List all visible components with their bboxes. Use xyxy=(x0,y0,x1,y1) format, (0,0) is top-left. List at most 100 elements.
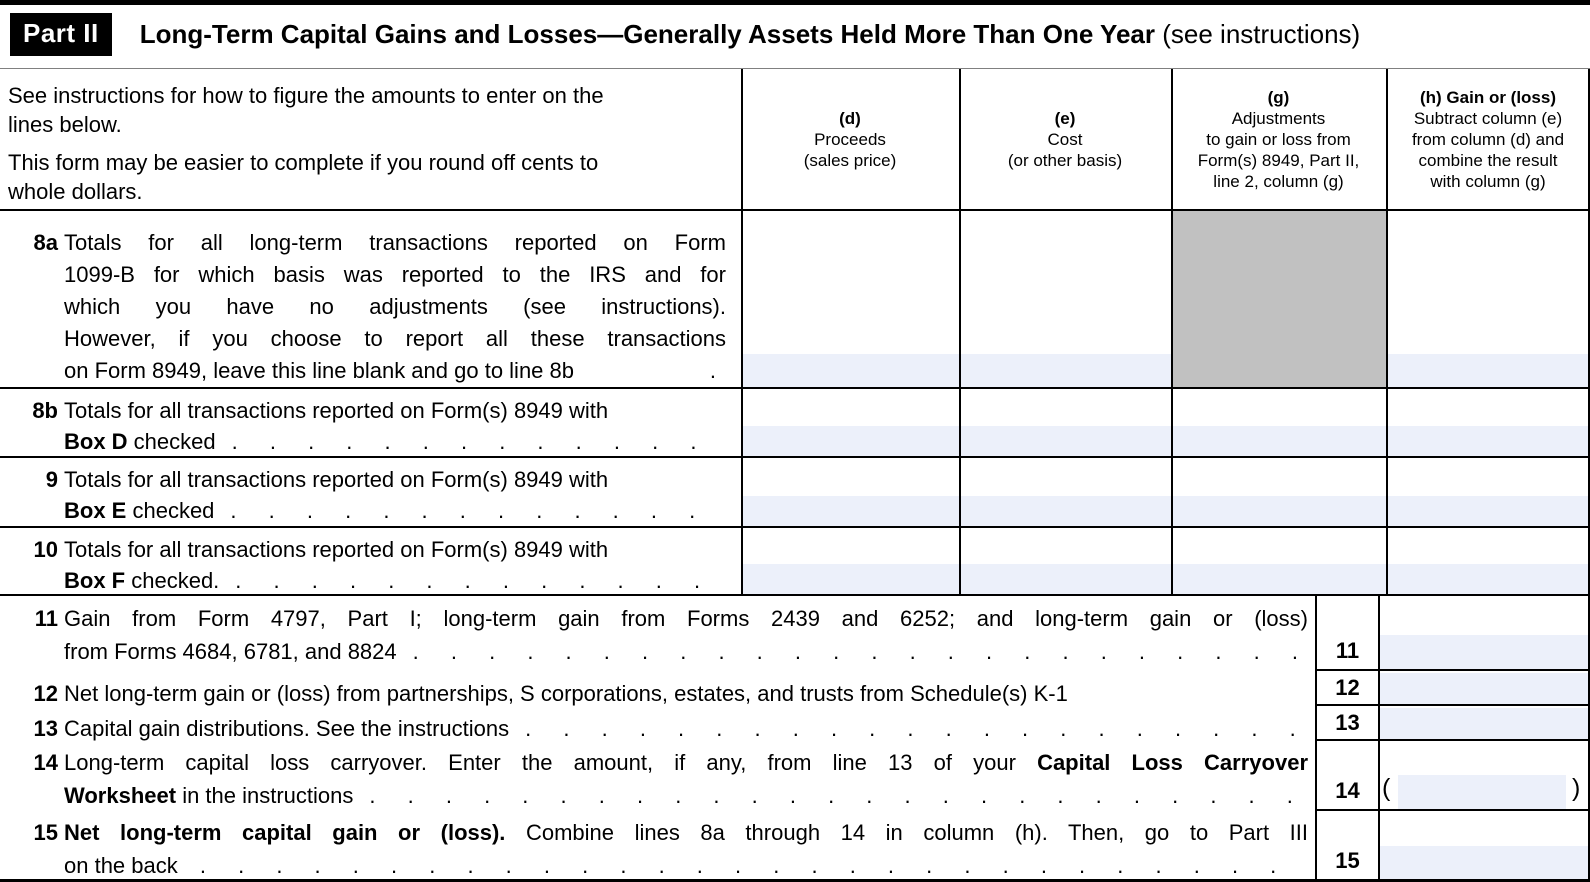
line-8a-text: which you have no adjustments (see instr… xyxy=(64,294,726,319)
line-13-amount-input[interactable] xyxy=(1380,708,1588,741)
line-12-text: Net long-term gain or (loss) from partne… xyxy=(64,681,1068,706)
line-8a-proceeds-input[interactable] xyxy=(743,354,959,389)
grid-line xyxy=(0,387,1590,389)
line-8b-proceeds-input[interactable] xyxy=(743,426,959,458)
line-8b-cost-input[interactable] xyxy=(961,426,1171,458)
line-12-number: 12 xyxy=(33,681,58,706)
line-9-text: Box E checked xyxy=(64,498,215,523)
grid-line xyxy=(1588,69,1590,882)
line-14-open-paren: ( xyxy=(1382,774,1391,802)
column-header-d-line: (sales price) xyxy=(803,150,897,170)
line-8b-description: 8b Totals for all transactions reported … xyxy=(0,389,741,458)
column-header-h-line: from column (d) and xyxy=(1411,129,1565,149)
line-10-gain-input[interactable] xyxy=(1388,564,1588,596)
line-10-cost-input[interactable] xyxy=(961,564,1171,596)
line-8a-text: 1099-B for which basis was reported to t… xyxy=(64,262,726,287)
column-header-d-line: Proceeds xyxy=(814,129,886,149)
line-15-number: 15 xyxy=(33,820,58,845)
line-9-adjustments-input[interactable] xyxy=(1173,496,1386,528)
line-11-number: 11 xyxy=(34,606,58,631)
column-header-e-line: Cost xyxy=(1047,129,1083,149)
line-9-proceeds-input[interactable] xyxy=(743,496,959,528)
column-header-e-tag: (e) xyxy=(1054,108,1076,128)
line-9-text: Totals for all transactions reported on … xyxy=(64,467,609,492)
column-header-e-line: (or other basis) xyxy=(1007,150,1123,170)
grid-line xyxy=(1315,594,1317,882)
line-14-text: Long-term capital loss carryover. Enter … xyxy=(64,750,1308,775)
line-12-amount-input[interactable] xyxy=(1380,673,1588,706)
grid-line xyxy=(1315,704,1590,706)
line-10-proceeds-input[interactable] xyxy=(743,564,959,596)
line-15-text: Net long-term capital gain or (loss). Co… xyxy=(64,820,1309,845)
line-11-number-box: 11 xyxy=(1335,638,1360,663)
line-11-text: Gain from Form 4797, Part I; long-term g… xyxy=(64,606,1308,631)
grid-line xyxy=(959,69,961,596)
grid-line xyxy=(1315,739,1590,741)
line-9-description: 9 Totals for all transactions reported o… xyxy=(0,458,741,528)
table-intro-text: See instructions for how to figure the a… xyxy=(8,81,734,206)
line-10-description: 10 Totals for all transactions reported … xyxy=(0,528,741,596)
line-8b-adjustments-input[interactable] xyxy=(1173,426,1386,458)
part-ii-header: Part II Long-Term Capital Gains and Loss… xyxy=(10,11,1360,57)
dot-leader: . . . . . . . . . . . . . . . . xyxy=(231,429,726,454)
line-9-number: 9 xyxy=(45,467,58,492)
line-14-close-paren: ) xyxy=(1572,774,1581,802)
line-11-text: from Forms 4684, 6781, and 8824 xyxy=(64,639,397,664)
line-12-description: 12 Net long-term gain or (loss) from par… xyxy=(0,677,1312,710)
part-ii-title: Long-Term Capital Gains and Losses—Gener… xyxy=(140,19,1360,50)
line-11-description: 11 Gain from Form 4797, Part I; long-ter… xyxy=(0,602,1312,668)
grid-line xyxy=(1315,809,1590,811)
line-8b-gain-input[interactable] xyxy=(1388,426,1588,458)
part-ii-badge: Part II xyxy=(10,12,112,56)
line-8a-text: Totals for all long-term transactions re… xyxy=(64,230,726,255)
line-10-text: Totals for all transactions reported on … xyxy=(64,537,609,562)
line-8a-cost-input[interactable] xyxy=(961,354,1171,389)
line-15-amount-input[interactable] xyxy=(1380,846,1588,880)
column-header-h-line: Subtract column (e) xyxy=(1413,108,1563,128)
form-table: ( ) See instructions for how to figure t… xyxy=(0,68,1590,882)
grid-line xyxy=(741,69,743,596)
column-header-g-line: to gain or loss from xyxy=(1206,129,1351,149)
line-15-number-box: 15 xyxy=(1335,848,1360,873)
column-header-g-tag: (g) xyxy=(1267,87,1290,107)
column-header-d: (d) Proceeds (sales price) xyxy=(741,69,959,209)
column-header-g-line: line 2, column (g) xyxy=(1213,171,1344,191)
line-11-amount-input[interactable] xyxy=(1380,635,1588,671)
column-header-h-line: combine the result xyxy=(1418,150,1558,170)
part-ii-title-note: (see instructions) xyxy=(1162,18,1361,49)
line-15-text: on the back xyxy=(64,853,184,878)
line-10-number: 10 xyxy=(33,537,58,562)
dot-leader: . . . . . . . . . . . . . . . . . . . . … xyxy=(412,639,1308,664)
grid-line xyxy=(1171,69,1173,596)
line-9-gain-input[interactable] xyxy=(1388,496,1588,528)
grid-line xyxy=(0,879,1590,882)
line-8a-number: 8a xyxy=(33,230,58,255)
line-10-adjustments-input[interactable] xyxy=(1173,564,1386,596)
column-header-d-tag: (d) xyxy=(839,108,861,128)
line-10-text: Box F checked. xyxy=(64,568,220,593)
grid-line xyxy=(1386,69,1388,596)
line-8a-gain-input[interactable] xyxy=(1388,354,1588,389)
intro-line: whole dollars. xyxy=(8,179,143,204)
line-14-description: 14 Long-term capital loss carryover. Ent… xyxy=(0,746,1312,812)
line-8a-adjustments-disabled-cell xyxy=(1173,211,1386,389)
line-12-number-box: 12 xyxy=(1335,674,1360,700)
grid-line xyxy=(0,209,1590,211)
line-8a-text: on Form 8949, leave this line blank and … xyxy=(64,358,574,383)
dot-leader: . xyxy=(709,358,716,383)
intro-line: lines below. xyxy=(8,112,122,137)
line-14-amount-input[interactable] xyxy=(1398,775,1566,809)
line-8b-text: Totals for all transactions reported on … xyxy=(64,398,609,423)
line-8b-number: 8b xyxy=(32,398,58,423)
line-13-description: 13 Capital gain distributions. See the i… xyxy=(0,712,1312,745)
column-header-g: (g) Adjustments to gain or loss from For… xyxy=(1171,69,1386,209)
line-8a-text: However, if you choose to report all the… xyxy=(64,326,726,351)
dot-leader: . . . . . . . . . . . . . . . . . . . . … xyxy=(369,783,1308,808)
line-9-cost-input[interactable] xyxy=(961,496,1171,528)
column-header-g-line: Adjustments xyxy=(1231,108,1326,128)
grid-line xyxy=(0,456,1590,458)
part-ii-title-text: Long-Term Capital Gains and Losses—Gener… xyxy=(139,18,1163,49)
grid-line xyxy=(0,594,1590,596)
line-14-number: 14 xyxy=(33,750,58,775)
